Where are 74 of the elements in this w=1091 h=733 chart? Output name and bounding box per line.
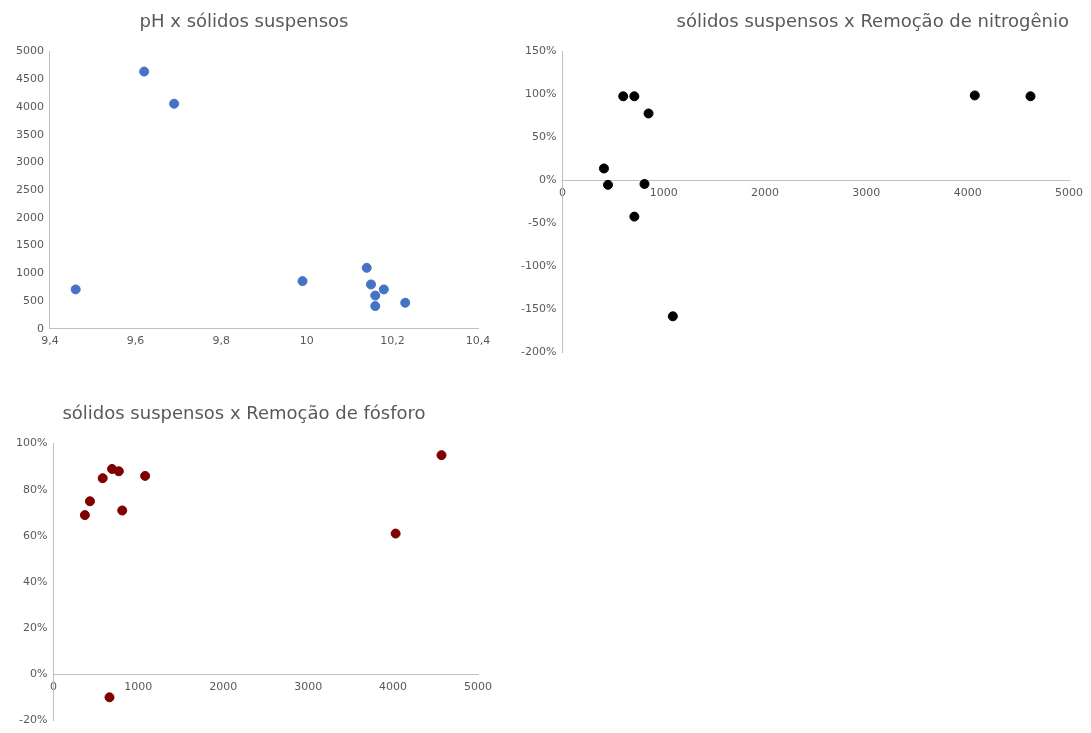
- x-tick-label: 10,2: [380, 334, 405, 348]
- point: [140, 470, 151, 481]
- x-tick-label: 9,4: [41, 334, 59, 348]
- point: [70, 284, 81, 295]
- x-tick-label: 1000: [649, 185, 678, 199]
- x-tick-label: 4000: [379, 679, 408, 693]
- point: [97, 473, 108, 484]
- x-tick-label: 1000: [124, 679, 153, 693]
- y-tick-label: 3500: [15, 127, 44, 141]
- chart-title: sólidos suspensos x Remoção de fósforo: [62, 402, 426, 424]
- y-tick-label: 1000: [15, 266, 44, 280]
- chart-title: sólidos suspensos x Remoção de nitrogênio: [676, 10, 1069, 32]
- point: [361, 262, 372, 273]
- point: [113, 466, 124, 477]
- point: [390, 528, 401, 539]
- y-tick-label: 60%: [22, 528, 48, 542]
- point: [104, 692, 115, 703]
- x-tick-label: 9,6: [126, 334, 145, 348]
- point: [400, 297, 411, 308]
- y-tick-label: 500: [22, 293, 44, 307]
- point: [378, 284, 389, 295]
- y-tick-label: -100%: [521, 259, 557, 273]
- point: [643, 108, 654, 119]
- point: [84, 496, 95, 507]
- point: [639, 178, 650, 189]
- x-tick-label: 10: [299, 334, 314, 348]
- point: [139, 66, 150, 77]
- point: [366, 279, 376, 290]
- y-tick-label: 4000: [15, 99, 44, 113]
- x-tick-label: 3000: [852, 185, 881, 199]
- y-tick-label: -20%: [19, 713, 48, 727]
- point: [603, 179, 614, 190]
- y-tick-label: 100%: [524, 87, 557, 101]
- y-tick-label: 4500: [15, 72, 44, 86]
- y-tick-label: 50%: [531, 130, 557, 144]
- x-tick-label: 4000: [953, 185, 982, 199]
- point: [370, 301, 381, 312]
- x-tick-label: 5000: [1055, 185, 1083, 199]
- y-tick-label: 2000: [15, 210, 44, 224]
- point: [1025, 91, 1036, 102]
- x-tick-label: 10,4: [465, 334, 491, 348]
- point: [969, 90, 980, 101]
- y-tick-label: 20%: [22, 620, 48, 634]
- point: [598, 163, 609, 174]
- x-tick-label: 5000: [464, 679, 492, 693]
- y-tick-label: 0%: [29, 667, 48, 681]
- point: [117, 505, 128, 516]
- y-tick-label: -50%: [528, 216, 557, 230]
- point: [436, 450, 447, 461]
- x-tick-label: 2000: [209, 679, 238, 693]
- point: [667, 311, 678, 322]
- y-tick-label: 5000: [15, 44, 44, 58]
- y-tick-label: 150%: [524, 44, 557, 58]
- y-tick-label: -200%: [521, 345, 557, 359]
- y-tick-label: 0%: [538, 173, 557, 187]
- y-tick-label: -150%: [521, 302, 557, 316]
- y-tick-label: 3000: [15, 155, 44, 169]
- x-tick-label: 2000: [751, 185, 780, 199]
- point: [629, 91, 640, 102]
- point: [629, 211, 640, 222]
- point: [618, 91, 629, 102]
- y-tick-label: 1500: [15, 238, 44, 252]
- point: [79, 510, 90, 521]
- y-tick-label: 100%: [15, 436, 48, 450]
- x-tick-label: 9,8: [212, 334, 230, 348]
- y-tick-label: 40%: [22, 574, 48, 588]
- chart-title: pH x sólidos suspensos: [139, 10, 349, 32]
- point: [370, 290, 381, 301]
- y-tick-label: 2500: [15, 183, 44, 197]
- point: [297, 276, 308, 287]
- y-tick-label: 0: [36, 321, 44, 335]
- y-tick-label: 80%: [22, 482, 48, 496]
- x-tick-label: 3000: [294, 679, 323, 693]
- point: [169, 98, 180, 109]
